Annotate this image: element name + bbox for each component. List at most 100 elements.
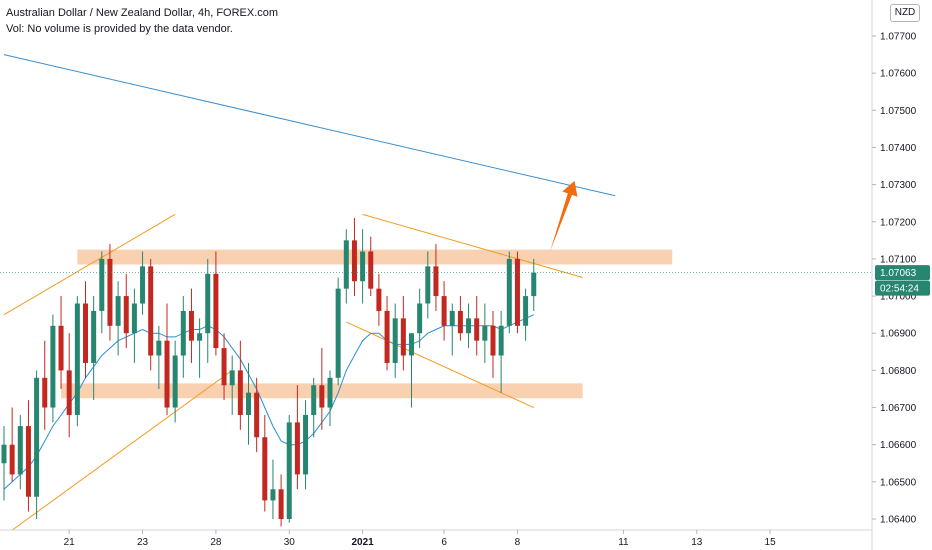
candle-body [384,310,390,363]
candle-body [237,370,243,415]
candle-body [360,251,366,282]
candle-60 [490,310,496,378]
candle-body [140,266,146,304]
candle-45 [368,236,374,297]
candle-19 [156,325,162,389]
zone-1 [77,249,673,265]
candle-body [343,240,349,289]
candle-body [425,266,431,304]
candle-16 [131,288,137,363]
candle-63 [514,251,520,334]
candle-body [148,266,154,356]
candle-body [523,296,529,326]
candle-62 [506,251,512,334]
candle-body [99,258,105,311]
candle-body [164,340,170,408]
candle-48 [392,303,398,378]
price-tick-label: 1.06600 [880,440,917,451]
price-tick-label: 1.07300 [880,180,917,191]
candle-body [58,325,64,371]
candle-55 [449,303,455,356]
candle-20 [164,303,170,415]
candles [1,218,537,527]
countdown-label: 02:54:24 [880,284,919,295]
candle-54 [441,281,447,341]
candle-body [351,240,357,282]
candle-body [433,266,439,297]
candle-2 [17,414,23,490]
candle-31 [254,377,260,453]
time-tick-label: 21 [64,537,76,548]
price-tick-label: 1.07600 [880,69,917,80]
time-tick-label: 30 [284,537,296,548]
candle-6 [50,314,56,423]
projection-arrow [550,180,578,252]
candle-12 [99,251,105,334]
candle-11 [91,296,97,401]
candle-body [91,310,97,363]
candle-1 [9,407,15,482]
candle-49 [400,296,406,371]
price-tick-label: 1.07400 [880,143,917,154]
price-tick-label: 1.06900 [880,329,917,340]
candle-36 [294,385,300,490]
candle-27 [221,333,227,401]
chart-title: Australian Dollar / New Zealand Dollar, … [6,7,279,19]
candle-body [17,426,23,475]
candle-body [172,355,178,408]
candle-57 [466,303,472,349]
trend-line-3 [11,369,233,531]
price-tick-label: 1.06700 [880,403,917,414]
candle-39 [319,348,325,430]
candle-64 [523,288,529,341]
candle-56 [457,296,463,341]
candle-body [311,385,317,415]
candle-body [449,310,455,326]
candle-body [9,444,15,475]
candle-7 [58,296,64,389]
price-tick-label: 1.07700 [880,32,917,43]
candle-38 [311,377,317,438]
currency-button[interactable]: NZD [890,4,920,22]
candle-30 [246,362,251,445]
trend-line-1 [3,54,616,197]
candle-body [319,385,325,408]
candle-25 [205,258,211,363]
candle-body [262,437,268,501]
candle-3 [25,400,31,512]
candle-46 [376,273,382,326]
volume-note: Vol: No volume is provided by the data v… [6,23,233,35]
candle-body [50,325,56,408]
trend-lines [3,54,616,531]
candle-37 [303,400,309,490]
price-tick-label: 1.06500 [880,477,917,488]
candle-41 [335,277,341,386]
candle-body [197,333,203,341]
price-tick-label: 1.07000 [880,292,917,303]
price-axis: 1.06400 1.06500 1.06600 1.06700 1.06800 1.069… [871,0,917,550]
last-price-label: 1.07063 [880,268,917,279]
candle-4 [34,370,40,519]
candle-24 [197,318,203,378]
trend-line-5 [346,321,534,408]
time-tick-label: 15 [765,537,777,548]
candle-23 [188,288,194,363]
candle-body [123,296,129,334]
time-tick-label: 6 [441,537,447,548]
candle-body [42,377,48,408]
candle-50 [409,333,414,408]
candle-body [1,444,7,464]
price-tick-label: 1.07100 [880,254,917,265]
candle-body [131,303,137,334]
candle-body [441,296,447,326]
candle-body [205,273,211,334]
candle-body [180,310,186,356]
candle-26 [213,251,219,356]
candle-body [156,340,162,356]
price-tick-label: 1.06400 [880,515,917,526]
candle-body [213,273,219,349]
candle-22 [180,296,186,378]
candle-body [474,318,480,341]
candle-body [392,318,398,363]
